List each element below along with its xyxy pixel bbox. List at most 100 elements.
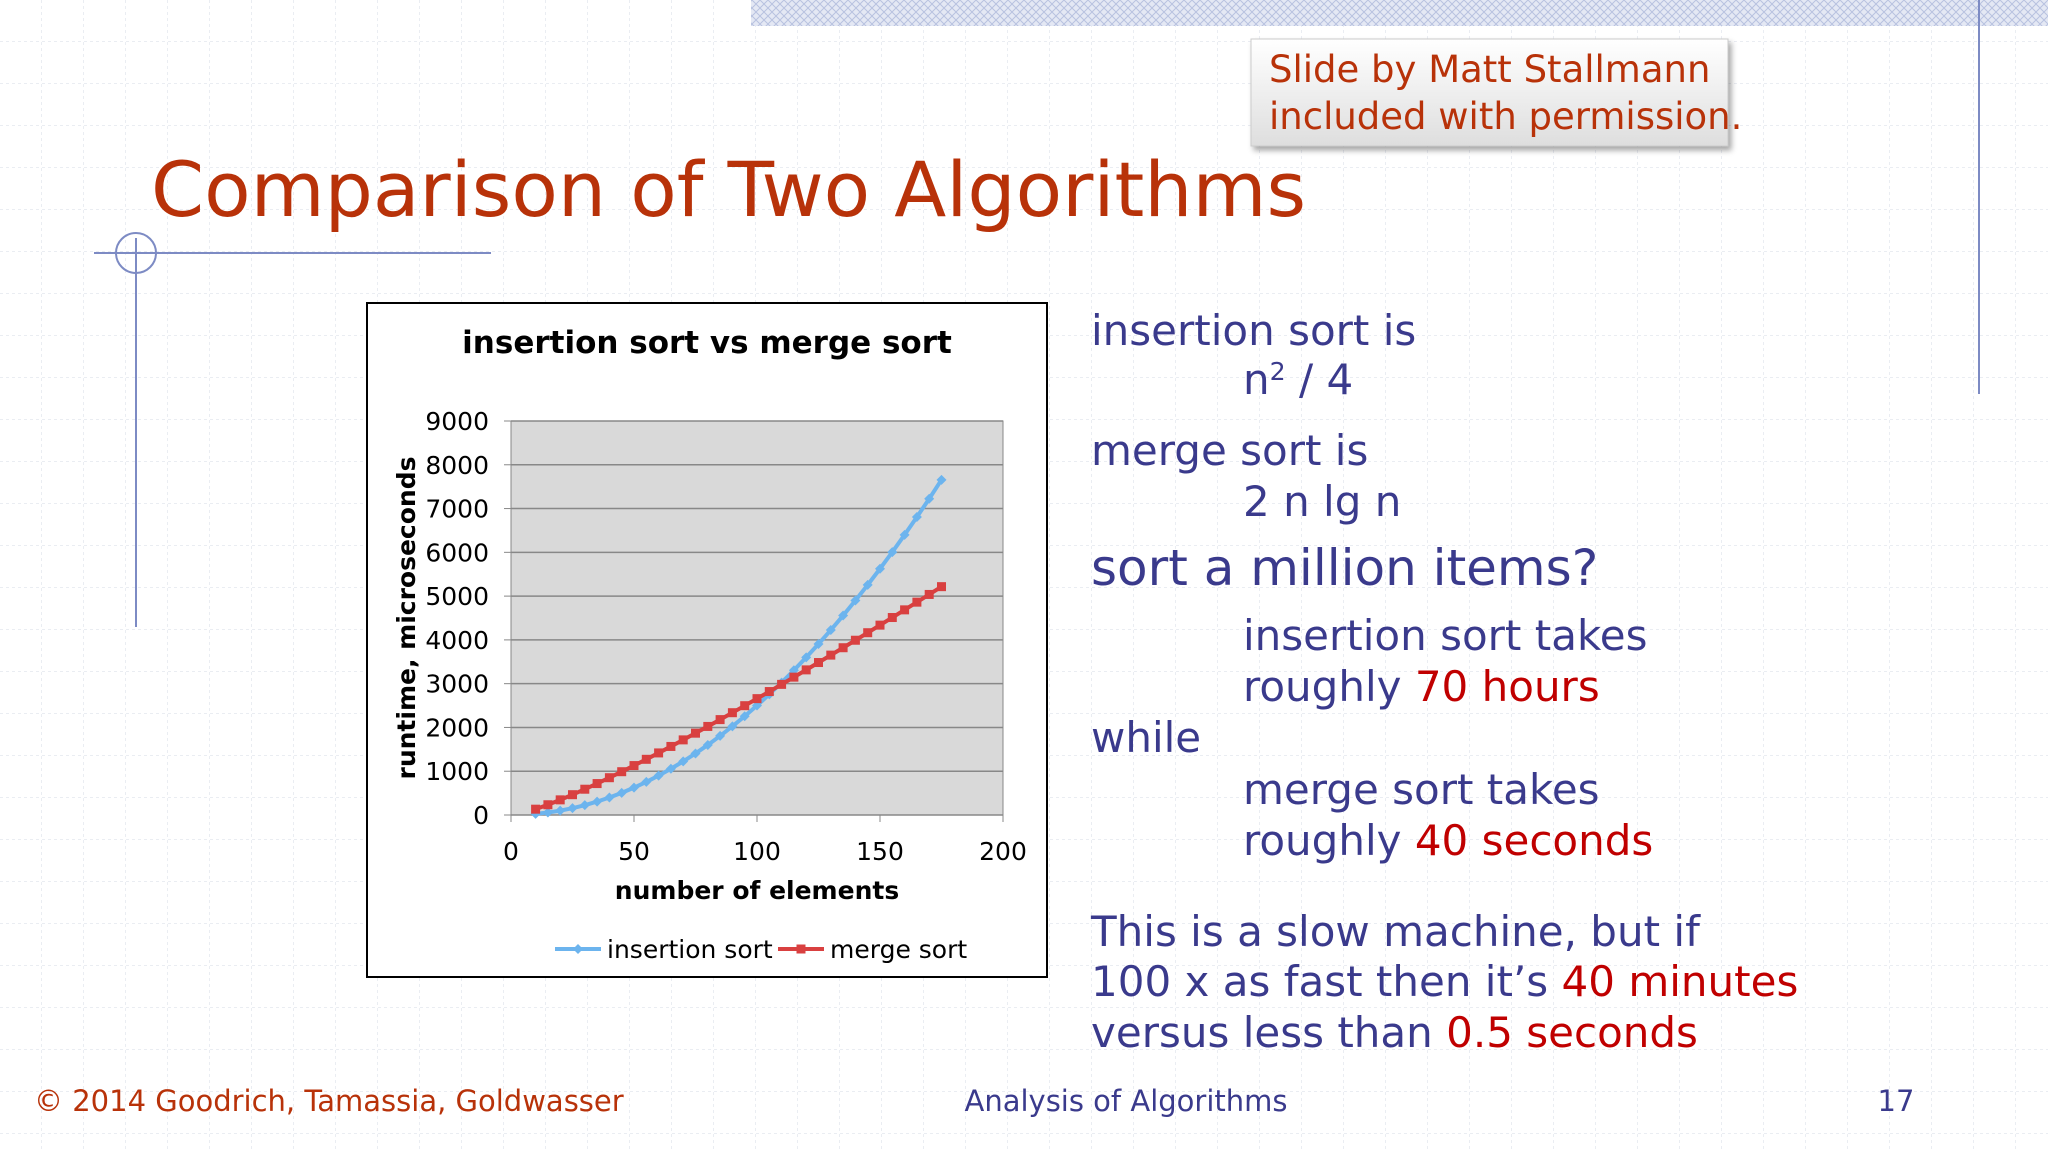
data-point — [912, 597, 922, 607]
data-point — [813, 639, 824, 650]
data-point — [703, 721, 713, 731]
y-tick-label: 5000 — [425, 582, 489, 611]
data-point — [604, 773, 614, 783]
text-run: 100 x as fast then it’s — [1091, 957, 1562, 1006]
x-tick-label: 150 — [856, 837, 904, 866]
y-tick-label: 2000 — [425, 713, 489, 742]
data-point — [702, 739, 713, 750]
data-point — [653, 770, 664, 781]
legend-label: merge sort — [830, 935, 967, 964]
y-tick-label: 6000 — [425, 538, 489, 567]
note-box — [1250, 38, 1729, 147]
x-tick-label: 50 — [618, 837, 650, 866]
data-point — [654, 748, 664, 758]
data-point — [579, 800, 590, 811]
data-point — [825, 625, 836, 636]
body-line: insertion sort is — [1091, 306, 1416, 355]
data-point — [740, 701, 750, 711]
data-point — [789, 672, 799, 682]
data-point — [900, 605, 910, 615]
body-line: 100 x as fast then it’s 40 minutes — [1091, 957, 1798, 1006]
data-point — [937, 582, 946, 592]
data-point — [629, 761, 639, 771]
x-axis-label: number of elements — [615, 876, 899, 905]
y-tick-label: 3000 — [425, 670, 489, 699]
footer-left: © 2014 Goodrich, Tamassia, Goldwasser — [34, 1084, 624, 1118]
plot-area — [510, 420, 1004, 816]
data-point — [617, 767, 627, 777]
data-point — [801, 652, 812, 663]
text-run: 70 hours — [1415, 662, 1600, 711]
text-run: 40 minutes — [1562, 957, 1799, 1006]
data-point — [715, 730, 726, 741]
data-point — [764, 687, 774, 697]
text-run: insertion sort takes — [1243, 611, 1648, 660]
note-line: included with permission. — [1269, 95, 1742, 138]
footer-center: Analysis of Algorithms — [964, 1084, 1287, 1118]
data-point — [543, 800, 553, 810]
text-run: merge sort takes — [1243, 765, 1600, 814]
data-point — [727, 708, 737, 718]
data-point — [715, 715, 725, 725]
data-point — [899, 529, 910, 540]
data-point — [911, 512, 922, 523]
data-point — [814, 658, 823, 668]
data-point — [690, 748, 701, 759]
data-point — [924, 589, 934, 599]
data-point — [580, 784, 590, 794]
data-point — [592, 779, 602, 789]
chart-title: insertion sort vs merge sort — [462, 325, 952, 361]
data-point — [678, 735, 688, 745]
note-line: Slide by Matt Stallmann — [1269, 48, 1710, 91]
decor-circle — [115, 232, 157, 274]
data-point — [739, 711, 750, 722]
data-point — [801, 665, 811, 675]
data-point — [592, 796, 603, 807]
data-point — [666, 741, 676, 751]
data-point — [887, 547, 898, 558]
data-point — [752, 694, 762, 704]
slide-title: Comparison of Two Algorithms — [151, 145, 1306, 234]
data-point — [727, 721, 738, 732]
text-run: 2 — [1270, 357, 1286, 386]
text-run: 40 seconds — [1415, 816, 1653, 865]
data-point — [850, 635, 860, 645]
body-line: merge sort is — [1091, 426, 1368, 475]
y-tick-label: 8000 — [425, 451, 489, 480]
x-tick-label: 100 — [733, 837, 781, 866]
body-line: roughly 70 hours — [1243, 662, 1600, 711]
legend-label: insertion sort — [607, 935, 773, 964]
data-point — [924, 493, 935, 504]
text-run: while — [1091, 713, 1201, 762]
text-run: merge sort is — [1091, 426, 1368, 475]
data-point — [862, 579, 873, 590]
data-point — [555, 795, 565, 805]
y-tick-label: 7000 — [425, 495, 489, 524]
top-strip — [751, 0, 2048, 26]
text-run: roughly — [1243, 662, 1415, 711]
text-run: 2 n lg n — [1243, 477, 1401, 526]
y-tick-label: 4000 — [425, 626, 489, 655]
text-run: roughly — [1243, 816, 1415, 865]
data-point — [665, 763, 676, 774]
x-tick-label: 200 — [979, 837, 1027, 866]
legend-marker — [796, 944, 806, 954]
series-line — [534, 584, 943, 812]
body-line: This is a slow machine, but if — [1090, 907, 1701, 956]
body-line: 2 n lg n — [1243, 477, 1401, 526]
text-run: versus less than — [1091, 1008, 1446, 1057]
body-line: versus less than 0.5 seconds — [1091, 1008, 1698, 1057]
y-tick-label: 0 — [473, 801, 489, 830]
data-point — [826, 650, 836, 660]
data-point — [838, 610, 849, 621]
y-tick-label: 9000 — [425, 407, 489, 436]
body-line: sort a million items? — [1091, 539, 1598, 597]
text-run: 0.5 seconds — [1446, 1008, 1698, 1057]
data-point — [567, 803, 578, 814]
chart: insertion sort vs merge sort010002000300… — [392, 325, 1027, 964]
data-point — [936, 474, 947, 485]
text-run: insertion sort is — [1091, 306, 1416, 355]
text-run: / 4 — [1286, 355, 1354, 404]
